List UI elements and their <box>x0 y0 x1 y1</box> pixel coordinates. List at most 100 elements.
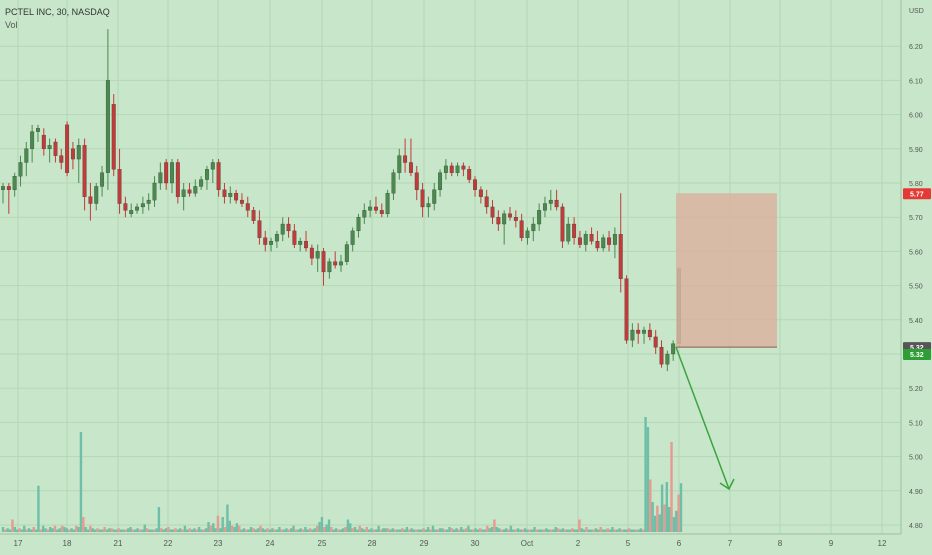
candle-body <box>105 80 110 173</box>
y-tick-label: 6.10 <box>909 78 923 85</box>
volume-bar <box>294 529 298 532</box>
volume-bar <box>455 528 458 532</box>
volume-bar <box>53 525 57 532</box>
volume-bar <box>325 524 328 532</box>
volume-bar <box>592 529 595 532</box>
volume-bar <box>67 529 71 532</box>
volume-bar <box>27 528 31 532</box>
volume-bar <box>526 529 529 532</box>
candle-body <box>140 203 145 208</box>
volume-bar <box>252 528 255 532</box>
volume-bar <box>634 529 638 532</box>
volume-bar <box>658 514 661 532</box>
candle-body <box>181 189 186 197</box>
y-tick-label: 5.80 <box>909 181 923 188</box>
candle-body <box>548 199 553 204</box>
candle-body <box>170 162 174 184</box>
x-tick-label: 25 <box>318 539 327 548</box>
volume-bar <box>561 528 565 532</box>
volume-bar <box>642 529 645 532</box>
candle-body <box>531 223 536 232</box>
volume-bar <box>604 529 607 532</box>
volume-bar <box>639 528 643 532</box>
candle-body <box>216 162 221 190</box>
volume-bar <box>625 529 628 532</box>
volume-bar <box>547 529 550 532</box>
volume-bar <box>521 529 524 532</box>
volume-bar <box>679 483 683 532</box>
volume-bar <box>105 529 109 532</box>
volume-bar <box>138 529 142 532</box>
volume-bar <box>660 484 664 532</box>
candle-body <box>339 261 343 266</box>
volume-bar <box>313 528 317 532</box>
volume-indicator-label[interactable]: Vol <box>5 20 18 30</box>
volume-bar <box>18 528 21 532</box>
volume-bar <box>464 528 468 532</box>
volume-bar <box>186 529 189 532</box>
y-tick-label: 5.50 <box>909 284 923 291</box>
candle-body <box>274 234 279 242</box>
candle-body <box>187 189 192 194</box>
x-tick-label: 24 <box>266 539 275 548</box>
volume-bar <box>204 528 208 532</box>
volume-bar <box>37 485 40 532</box>
candle-body <box>12 176 17 190</box>
candle-body <box>286 223 291 232</box>
volume-bar <box>445 529 449 532</box>
volume-bar <box>412 529 416 532</box>
candle-body <box>595 240 600 249</box>
volume-bar <box>493 519 496 532</box>
volume-bar <box>471 529 475 532</box>
volume-bar <box>169 529 172 532</box>
volume-bar <box>141 529 144 532</box>
volume-bar <box>320 517 324 532</box>
volume-bar <box>110 528 113 532</box>
price-badge-label: 5.77 <box>910 191 924 198</box>
volume-bar <box>578 519 581 532</box>
x-tick-label: 7 <box>728 539 733 548</box>
volume-bar <box>181 529 184 532</box>
volume-bar <box>356 529 359 532</box>
volume-bar <box>143 524 146 532</box>
volume-bar <box>453 529 456 532</box>
volume-bar <box>332 529 335 532</box>
volume-bar <box>212 523 215 532</box>
volume-bar <box>351 528 354 532</box>
candle-body <box>175 162 180 197</box>
volume-bar <box>554 527 557 532</box>
volume-bar <box>318 522 321 532</box>
volume-bar <box>632 529 635 532</box>
candle-body <box>239 199 244 204</box>
candle-body <box>298 240 303 245</box>
volume-bar <box>597 529 600 532</box>
volume-bar <box>483 529 487 532</box>
volume-bar <box>344 527 347 532</box>
volume-bar <box>457 529 461 532</box>
volume-bar <box>155 528 158 532</box>
candle-body <box>665 353 670 365</box>
x-tick-label: 21 <box>114 539 123 548</box>
x-tick-label: 5 <box>626 539 631 548</box>
volume-bar <box>398 529 402 532</box>
volume-bar <box>670 442 673 532</box>
y-tick-label: 5.00 <box>909 455 923 462</box>
volume-bar <box>77 527 80 532</box>
volume-bar <box>393 529 397 532</box>
volume-bar <box>315 525 319 532</box>
volume-bar <box>474 528 477 532</box>
candle-body <box>292 230 297 245</box>
volume-bar <box>396 529 399 532</box>
volume-bar <box>230 525 234 532</box>
volume-bar <box>282 529 286 532</box>
volume-bar <box>656 505 659 532</box>
volume-bar <box>164 528 168 532</box>
volume-bar <box>582 529 586 532</box>
trend-arrow-head <box>719 478 735 491</box>
volume-bar <box>195 529 198 532</box>
volume-bar <box>240 529 243 532</box>
volume-bar <box>311 529 314 532</box>
volume-bar <box>467 525 470 532</box>
candle-body <box>496 217 501 225</box>
